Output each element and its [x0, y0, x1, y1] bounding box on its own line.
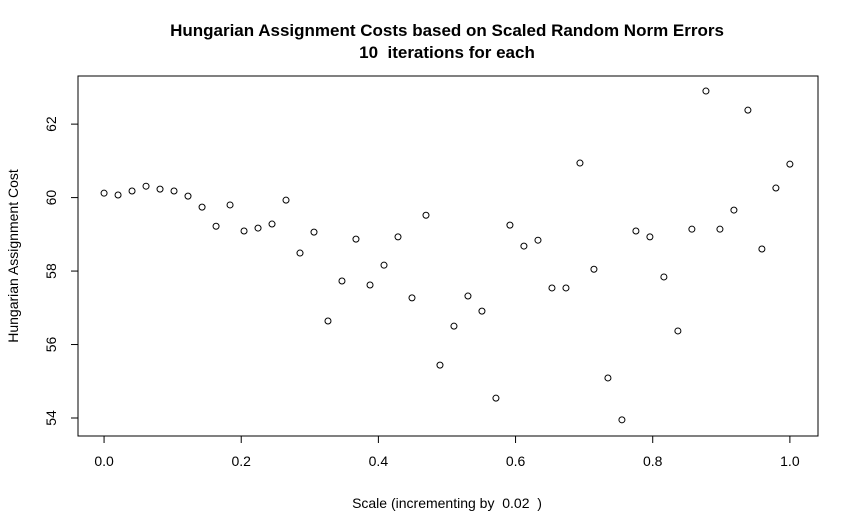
x-tick-label: 0.4: [369, 453, 389, 469]
point: [450, 322, 458, 330]
point: [170, 187, 178, 195]
point: [296, 249, 304, 257]
point: [702, 87, 710, 95]
point: [198, 203, 206, 211]
point: [184, 192, 192, 200]
point: [506, 221, 514, 229]
point: [366, 281, 374, 289]
point: [380, 261, 388, 269]
point: [786, 160, 794, 168]
x-tick-label: 0.8: [643, 453, 663, 469]
point: [716, 225, 724, 233]
point: [492, 394, 500, 402]
x-tick-label: 0.2: [231, 453, 251, 469]
point: [128, 187, 136, 195]
y-tick-label: 56: [43, 337, 59, 353]
chart-title: Hungarian Assignment Costs based on Scal…: [170, 21, 724, 40]
point: [548, 284, 556, 292]
y-tick-label: 54: [43, 410, 59, 426]
point: [520, 242, 528, 250]
point: [660, 273, 668, 281]
point: [394, 233, 402, 241]
point: [254, 224, 262, 232]
y-axis-label: Hungarian Assignment Cost: [5, 169, 21, 343]
point: [310, 228, 318, 236]
point: [618, 416, 626, 424]
point: [114, 191, 122, 199]
point: [212, 222, 220, 230]
y-tick-label: 62: [43, 116, 59, 132]
point: [688, 225, 696, 233]
point: [464, 292, 472, 300]
y-tick-label: 60: [43, 190, 59, 206]
point: [240, 227, 248, 235]
point: [422, 211, 430, 219]
point: [226, 201, 234, 209]
x-tick-label: 0.6: [506, 453, 526, 469]
point: [744, 106, 752, 114]
x-tick-label: 1.0: [780, 453, 800, 469]
point: [604, 374, 612, 382]
point: [436, 361, 444, 369]
point: [730, 206, 738, 214]
point: [576, 159, 584, 167]
point: [674, 327, 682, 335]
y-tick-label: 58: [43, 263, 59, 279]
x-tick-label: 0.0: [94, 453, 114, 469]
point: [590, 265, 598, 273]
point: [282, 196, 290, 204]
plot-frame: [77, 75, 819, 437]
point: [534, 236, 542, 244]
chart-subtitle: 10 iterations for each: [359, 43, 535, 62]
point: [408, 294, 416, 302]
point: [562, 284, 570, 292]
point: [758, 245, 766, 253]
point: [772, 184, 780, 192]
point: [142, 182, 150, 190]
point: [156, 185, 164, 193]
point: [268, 220, 276, 228]
point: [100, 189, 108, 197]
x-axis-label: Scale (incrementing by 0.02 ): [352, 495, 542, 511]
point: [632, 227, 640, 235]
point: [646, 233, 654, 241]
point: [324, 317, 332, 325]
point: [352, 235, 360, 243]
point: [338, 277, 346, 285]
point: [478, 307, 486, 315]
